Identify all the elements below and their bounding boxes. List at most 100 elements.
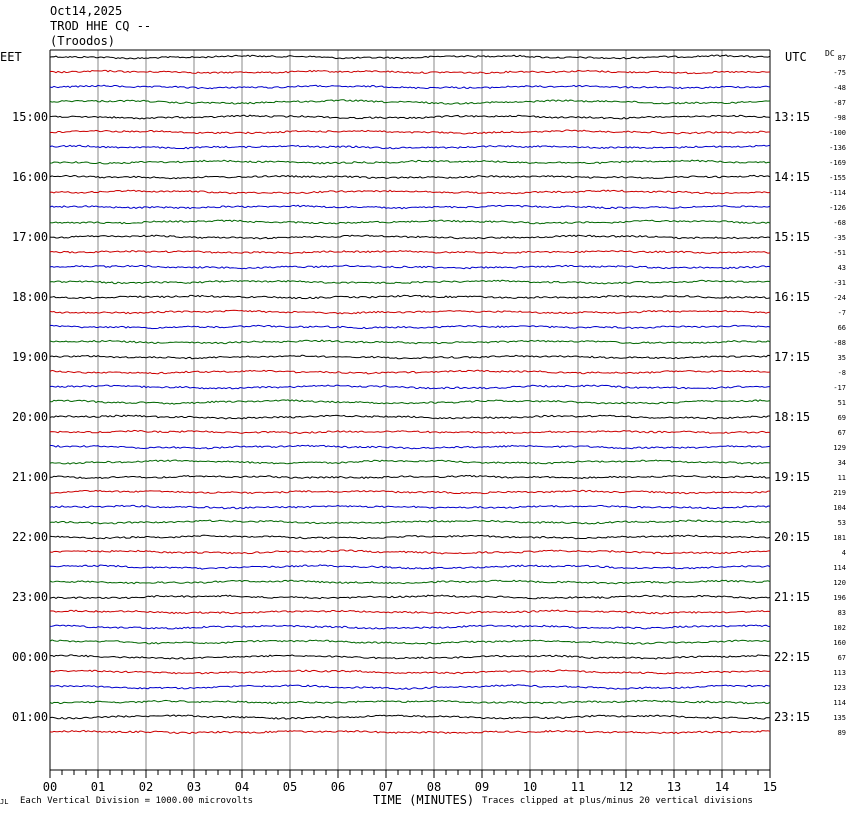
left-hour-label: 19:00 bbox=[12, 350, 48, 364]
clip-note: Traces clipped at plus/minus 20 vertical… bbox=[482, 796, 753, 806]
dc-offset-label: -7 bbox=[838, 309, 846, 317]
left-timezone-label: EET bbox=[0, 50, 22, 64]
dc-offset-label: -87 bbox=[833, 99, 846, 107]
dc-offset-label: 135 bbox=[833, 714, 846, 722]
x-tick-label: 13 bbox=[667, 780, 681, 794]
trace-line bbox=[49, 99, 771, 105]
trace-line bbox=[49, 459, 771, 465]
x-tick-label: 06 bbox=[331, 780, 345, 794]
trace-line bbox=[49, 54, 771, 60]
dc-offset-label: 67 bbox=[838, 654, 846, 662]
trace-line bbox=[49, 699, 771, 705]
trace-line bbox=[49, 624, 771, 630]
dc-offset-label: 160 bbox=[833, 639, 846, 647]
dc-offset-label: 4 bbox=[842, 549, 846, 557]
x-tick-label: 07 bbox=[379, 780, 393, 794]
trace-line bbox=[49, 669, 771, 675]
header-date: Oct14,2025 bbox=[50, 4, 123, 18]
left-hour-label: 17:00 bbox=[12, 230, 48, 244]
dc-offset-label: -98 bbox=[833, 114, 846, 122]
dc-offset-label: 67 bbox=[838, 429, 846, 437]
right-timezone-label: UTC bbox=[785, 50, 807, 64]
dc-offset-label: 34 bbox=[838, 459, 846, 467]
right-hour-label: 16:15 bbox=[774, 290, 810, 304]
trace-line bbox=[49, 384, 771, 390]
trace-line bbox=[49, 429, 771, 435]
x-tick-label: 02 bbox=[139, 780, 153, 794]
trace-line bbox=[49, 579, 771, 585]
right-hour-label: 17:15 bbox=[774, 350, 810, 364]
dc-offset-label: -88 bbox=[833, 339, 846, 347]
trace-line bbox=[49, 309, 771, 315]
header-location: (Troodos) bbox=[50, 34, 116, 48]
x-tick-label: 11 bbox=[571, 780, 585, 794]
dc-offset-label: 51 bbox=[838, 399, 846, 407]
left-hour-label: 23:00 bbox=[12, 590, 48, 604]
x-tick-label: 04 bbox=[235, 780, 249, 794]
dc-offset-label: 87 bbox=[838, 54, 846, 62]
dc-offset-label: 35 bbox=[838, 354, 846, 362]
left-hour-label: 00:00 bbox=[12, 650, 48, 664]
trace-line bbox=[49, 654, 771, 660]
dc-offset-label: 114 bbox=[833, 564, 846, 572]
left-hour-label: 22:00 bbox=[12, 530, 48, 544]
dc-offset-label: 66 bbox=[838, 324, 846, 332]
right-hour-label: 14:15 bbox=[774, 170, 810, 184]
dc-offset-label: 113 bbox=[833, 669, 846, 677]
trace-line bbox=[49, 189, 771, 195]
left-hour-label: 15:00 bbox=[12, 110, 48, 124]
dc-offset-label: -126 bbox=[829, 204, 846, 212]
left-hour-label: 16:00 bbox=[12, 170, 48, 184]
x-tick-label: 14 bbox=[715, 780, 729, 794]
dc-offset-label: 11 bbox=[838, 474, 846, 482]
right-hour-label: 18:15 bbox=[774, 410, 810, 424]
dc-offset-label: 120 bbox=[833, 579, 846, 587]
minute-gridlines bbox=[97, 50, 723, 770]
dc-offset-label: -114 bbox=[829, 189, 846, 197]
dc-offset-label: 43 bbox=[838, 264, 846, 272]
left-hour-label: 20:00 bbox=[12, 410, 48, 424]
dc-header-label: DC bbox=[825, 49, 835, 58]
trace-line bbox=[49, 114, 771, 120]
trace-line bbox=[49, 609, 771, 615]
dc-offset-label: -8 bbox=[838, 369, 846, 377]
trace-line bbox=[49, 549, 771, 555]
dc-offset-label: -51 bbox=[833, 249, 846, 257]
dc-offset-label: -75 bbox=[833, 69, 846, 77]
dc-offset-label: -169 bbox=[829, 159, 846, 167]
left-hour-label: 21:00 bbox=[12, 470, 48, 484]
trace-line bbox=[49, 564, 771, 570]
trace-line bbox=[49, 714, 771, 720]
trace-line bbox=[49, 534, 771, 540]
dc-offset-label: 114 bbox=[833, 699, 846, 707]
dc-offset-label: -48 bbox=[833, 84, 846, 92]
trace-line bbox=[49, 84, 771, 90]
dc-offset-label: -24 bbox=[833, 294, 846, 302]
trace-line bbox=[49, 474, 771, 480]
right-hour-label: 23:15 bbox=[774, 710, 810, 724]
right-hour-label: 21:15 bbox=[774, 590, 810, 604]
trace-line bbox=[49, 729, 771, 735]
left-hour-label: 01:00 bbox=[12, 710, 48, 724]
x-tick-label: 03 bbox=[187, 780, 201, 794]
corner-mark: JL bbox=[0, 798, 9, 806]
trace-line bbox=[49, 639, 771, 645]
dc-offset-label: -17 bbox=[833, 384, 846, 392]
dc-offset-label: -31 bbox=[833, 279, 846, 287]
right-hour-label: 15:15 bbox=[774, 230, 810, 244]
dc-offset-label: 181 bbox=[833, 534, 846, 542]
hour-labels: 15:00 13:15 16:00 14:15 17:00 15:15 18:00 16:15… bbox=[12, 110, 810, 724]
x-tick-label: 15 bbox=[763, 780, 777, 794]
trace-line bbox=[49, 684, 771, 690]
trace-line bbox=[49, 489, 771, 495]
x-tick-label: 01 bbox=[91, 780, 105, 794]
trace-line bbox=[49, 519, 771, 525]
trace-line bbox=[49, 594, 771, 600]
trace-line bbox=[49, 279, 771, 285]
scale-note: Each Vertical Division = 1000.00 microvo… bbox=[20, 796, 253, 806]
x-tick-label: 10 bbox=[523, 780, 537, 794]
dc-offset-label: -35 bbox=[833, 234, 846, 242]
header-station: TROD HHE CQ -- bbox=[50, 19, 152, 33]
seismic-traces bbox=[49, 54, 771, 735]
